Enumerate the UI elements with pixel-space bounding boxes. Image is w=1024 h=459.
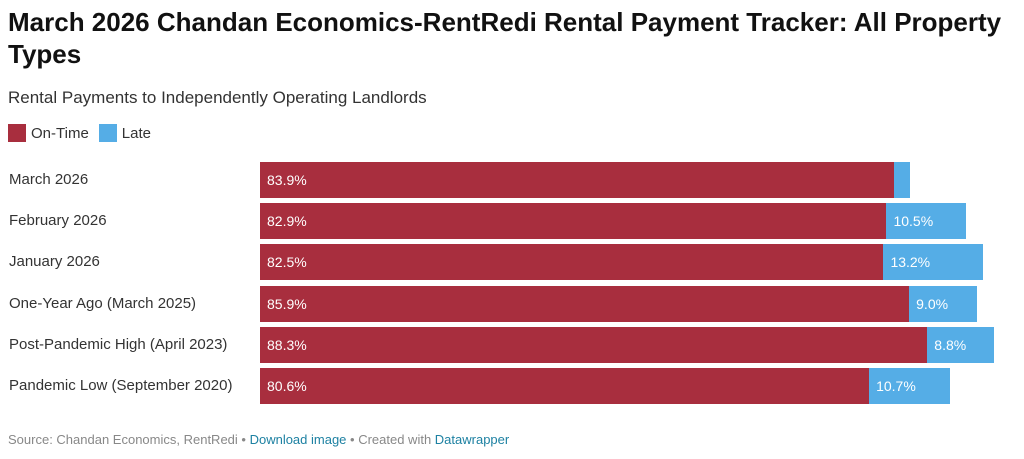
bar-late	[894, 162, 910, 198]
bar-on-time	[260, 368, 870, 404]
data-label-on-time: 82.9%	[267, 213, 307, 230]
bar-late	[883, 244, 984, 281]
data-label-on-time: 85.9%	[267, 295, 307, 312]
data-label-on-time: 82.5%	[267, 254, 307, 271]
legend-item-late: Late	[98, 124, 151, 142]
category-label: Pandemic Low (September 2020)	[9, 377, 233, 394]
category-label: January 2026	[9, 253, 100, 271]
bar-on-time	[260, 285, 910, 322]
data-label-on-time: 88.3%	[267, 336, 307, 353]
category-label: Post-Pandemic High (April 2023)	[9, 335, 228, 353]
data-label-late: 8.8%	[934, 336, 967, 353]
bar-late	[927, 326, 994, 363]
bar-on-time	[260, 326, 928, 363]
source-text: Source: Chandan Economics, RentRedi	[8, 432, 238, 447]
download-image-link[interactable]: Download image	[249, 432, 347, 447]
bar-late	[869, 368, 950, 404]
bar-on-time	[260, 244, 884, 281]
legend-swatch-late	[98, 124, 117, 142]
bar-late	[909, 285, 978, 322]
bar-late	[886, 203, 966, 240]
bar-on-time	[260, 203, 887, 240]
separator: •	[237, 432, 250, 447]
legend-label-late: Late	[121, 124, 151, 142]
data-label-late: 13.2%	[890, 254, 931, 271]
chart-subtitle: Rental Payments to Independently Operati…	[8, 88, 427, 107]
category-label: One-Year Ago (March 2025)	[9, 294, 197, 312]
data-label-on-time: 83.9%	[267, 172, 307, 188]
datawrapper-link[interactable]: Datawrapper	[434, 432, 510, 447]
legend: On-Time Late	[8, 124, 161, 142]
chart-title: March 2026 Chandan Economics-RentRedi Re…	[8, 7, 1002, 69]
legend-label-on-time: On-Time	[31, 124, 89, 142]
data-label-on-time: 80.6%	[267, 378, 307, 394]
footer: Source: Chandan Economics, RentRedi • Do…	[8, 432, 509, 447]
category-label: March 2026	[9, 171, 89, 188]
data-label-late: 9.0%	[916, 295, 949, 312]
legend-item-on-time: On-Time	[8, 124, 89, 142]
created-with-text: • Created with	[346, 432, 435, 447]
category-label: February 2026	[9, 212, 107, 230]
bar-on-time	[260, 162, 895, 198]
data-label-late: 10.5%	[893, 213, 934, 230]
legend-swatch-on-time	[8, 124, 26, 142]
data-label-late: 10.7%	[876, 378, 916, 394]
